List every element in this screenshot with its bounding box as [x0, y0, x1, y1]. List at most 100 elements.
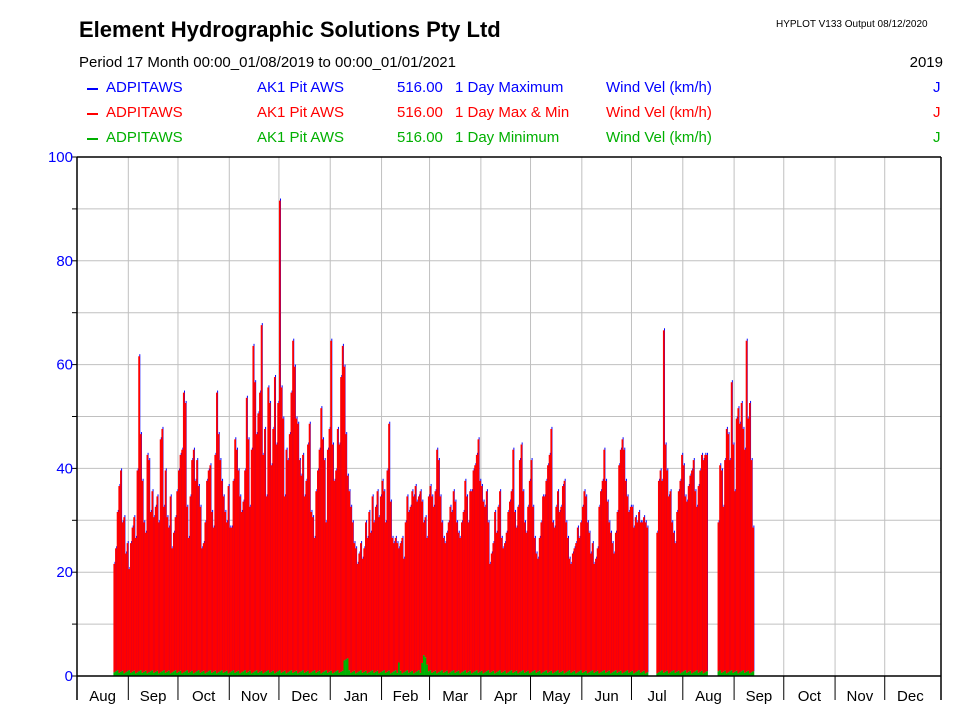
min-bar	[618, 671, 621, 676]
x-tick-label: Jul	[648, 688, 667, 705]
maxmin-bar	[606, 501, 609, 672]
min-bar	[742, 670, 745, 676]
maxmin-bar	[619, 449, 622, 671]
maxmin-bar	[742, 428, 745, 671]
min-bar	[247, 671, 250, 676]
min-bar	[482, 673, 485, 676]
maxmin-bar	[595, 558, 597, 672]
min-bar	[730, 670, 733, 676]
min-bar	[542, 672, 545, 676]
min-bar	[734, 671, 737, 676]
maxmin-bar	[255, 434, 258, 671]
min-bar	[297, 673, 300, 676]
min-bar	[383, 670, 386, 676]
maxmin-bar	[730, 382, 733, 671]
min-bar	[396, 672, 399, 676]
min-bar	[662, 672, 665, 676]
maxmin-bar	[201, 548, 203, 672]
min-bar	[310, 672, 313, 676]
min-bar	[325, 670, 328, 676]
maxmin-bar	[153, 517, 155, 673]
min-bar	[523, 672, 526, 676]
min-bar	[661, 670, 664, 676]
maxmin-bar	[225, 522, 228, 671]
maxmin-bar	[269, 403, 271, 673]
maxmin-bar	[550, 428, 553, 671]
maxmin-bar	[267, 387, 270, 671]
min-bar	[509, 671, 511, 676]
maxmin-bar	[209, 465, 212, 671]
min-bar	[740, 671, 743, 676]
min-bar	[257, 672, 260, 676]
maxmin-bar	[202, 543, 205, 671]
maxmin-bar	[623, 449, 625, 673]
min-bar	[646, 672, 649, 676]
min-bar	[480, 670, 483, 676]
legend-units: Wind Vel (km/h)	[606, 104, 712, 121]
maxmin-bar	[744, 449, 746, 673]
maxmin-bar	[336, 428, 339, 671]
maxmin-bar	[366, 537, 369, 674]
maxmin-bar	[568, 558, 571, 671]
x-tick-label: Apr	[494, 688, 517, 705]
maxmin-bar	[457, 532, 460, 671]
maxmin-bar	[149, 511, 152, 672]
maxmin-bar	[224, 511, 227, 672]
min-bar	[409, 671, 412, 676]
maxmin-bar	[490, 553, 493, 672]
maxmin-bar	[497, 506, 500, 672]
maxmin-bar	[278, 200, 281, 671]
maxmin-bar	[388, 423, 390, 671]
min-bar	[656, 673, 659, 676]
maxmin-bar	[530, 460, 533, 673]
maxmin-bar	[310, 511, 313, 673]
min-bar	[643, 670, 646, 676]
x-tick-label: Dec	[291, 688, 318, 705]
maxmin-bar	[442, 537, 445, 673]
min-bar	[737, 673, 740, 676]
maxmin-bar	[374, 506, 377, 672]
maxmin-bar	[689, 475, 692, 671]
min-bar	[727, 672, 730, 676]
min-bar	[260, 670, 263, 676]
maxmin-bar	[192, 449, 195, 674]
x-tick-label: Dec	[897, 688, 924, 705]
min-bar	[657, 672, 660, 676]
min-bar	[485, 671, 488, 676]
min-bar	[252, 672, 255, 676]
min-bar	[302, 670, 305, 676]
maxmin-bar	[727, 434, 730, 673]
maxmin-bar	[318, 449, 321, 671]
maxmin-bar	[467, 522, 470, 672]
min-bar	[139, 670, 142, 676]
legend-flag: J	[933, 79, 941, 96]
min-bar	[585, 670, 588, 676]
min-bar	[264, 672, 266, 676]
min-bar	[745, 671, 748, 676]
legend-site: ADPITAWS	[106, 104, 183, 121]
x-tick-label: Mar	[442, 688, 468, 705]
maxmin-bar	[621, 439, 624, 674]
maxmin-bar	[659, 470, 662, 672]
maxmin-bar	[290, 392, 293, 671]
maxmin-bar	[701, 454, 703, 671]
maxmin-bar	[275, 444, 278, 673]
min-bar	[644, 673, 647, 676]
min-bar	[224, 671, 227, 676]
min-bar	[457, 670, 460, 676]
maxmin-bar	[211, 511, 213, 673]
min-bar	[318, 670, 321, 676]
maxmin-bar	[502, 548, 505, 672]
maxmin-bar	[667, 496, 670, 674]
maxmin-bar	[169, 496, 172, 674]
min-bar	[744, 672, 746, 676]
maxmin-bar	[283, 496, 286, 671]
maxmin-bar	[371, 496, 374, 671]
maxmin-bar	[126, 543, 129, 672]
legend-variable: 516.00	[397, 79, 443, 96]
min-bar	[315, 672, 318, 676]
min-bar	[704, 672, 707, 676]
maxmin-bar	[227, 486, 230, 674]
period-label: Period 17 Month 00:00_01/08/2019 to 00:0…	[79, 54, 456, 71]
min-bar	[406, 670, 409, 676]
